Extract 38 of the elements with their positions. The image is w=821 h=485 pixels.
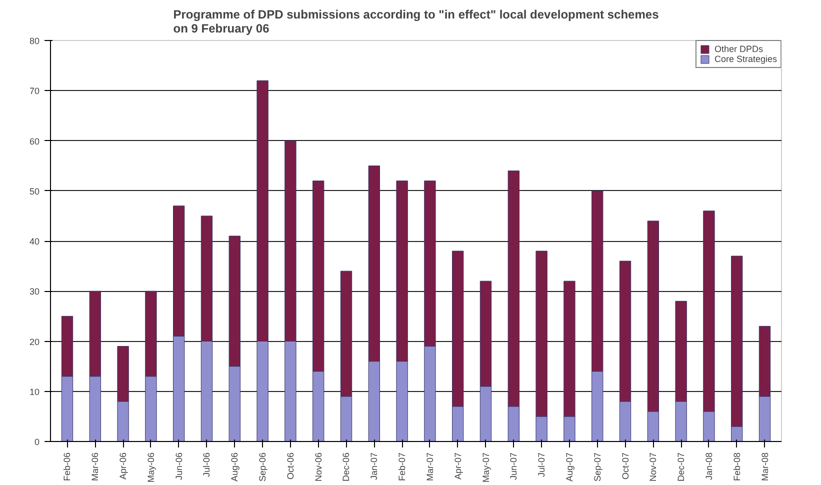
x-tick-label: May-06 bbox=[146, 452, 156, 483]
x-tick-label: Feb-07 bbox=[397, 452, 408, 482]
x-tick-label: Mar-06 bbox=[90, 452, 100, 482]
x-tick-label: Aug-07 bbox=[564, 452, 574, 482]
x-tick-label: Jun-07 bbox=[508, 452, 519, 480]
x-tick-label: Nov-07 bbox=[648, 452, 658, 482]
y-tick-label: 0 bbox=[34, 437, 40, 447]
x-tick-label: Feb-08 bbox=[732, 452, 742, 482]
x-tick-label: Feb-06 bbox=[62, 452, 72, 482]
x-tick-label: Dec-06 bbox=[341, 452, 352, 482]
x-tick-label: Jul-06 bbox=[202, 452, 212, 478]
y-tick-label: 30 bbox=[29, 286, 40, 297]
x-tick-label: Sep-07 bbox=[592, 452, 602, 482]
x-tick-label: May-07 bbox=[480, 452, 491, 483]
y-tick-label: 50 bbox=[29, 186, 40, 196]
x-tick-label: Jul-07 bbox=[536, 452, 547, 478]
x-tick-label: Oct-07 bbox=[620, 452, 630, 480]
x-tick-label: Jan-08 bbox=[704, 452, 714, 480]
x-tick-label: Apr-07 bbox=[452, 452, 463, 480]
x-tick-label: Sep-06 bbox=[258, 452, 268, 482]
x-tick-label: Oct-06 bbox=[285, 452, 296, 480]
y-tick-label: 40 bbox=[29, 236, 40, 246]
x-tick-label: Mar-07 bbox=[424, 452, 435, 482]
x-tick-label: Mar-08 bbox=[760, 452, 770, 482]
y-tick-label: 60 bbox=[29, 136, 40, 146]
x-tick-label: Jan-07 bbox=[369, 452, 380, 480]
y-tick-label: 20 bbox=[29, 336, 40, 347]
chart-title: Programme of DPD submissions according to "in effect" local development schemes on 9 February 06 bbox=[173, 8, 660, 36]
y-tick-label: 80 bbox=[29, 36, 40, 46]
x-tick-label: Aug-06 bbox=[230, 452, 240, 482]
legend-label: Other DPDs bbox=[714, 44, 763, 54]
y-tick-label: 10 bbox=[29, 386, 40, 397]
x-tick-label: Jun-06 bbox=[174, 452, 184, 480]
x-tick-label: Nov-06 bbox=[313, 452, 324, 482]
x-tick-label: Apr-06 bbox=[118, 452, 128, 480]
x-tick-label: Dec-07 bbox=[676, 452, 686, 482]
y-tick-label: 70 bbox=[29, 86, 40, 96]
legend-label: Core Strategies bbox=[714, 54, 777, 64]
